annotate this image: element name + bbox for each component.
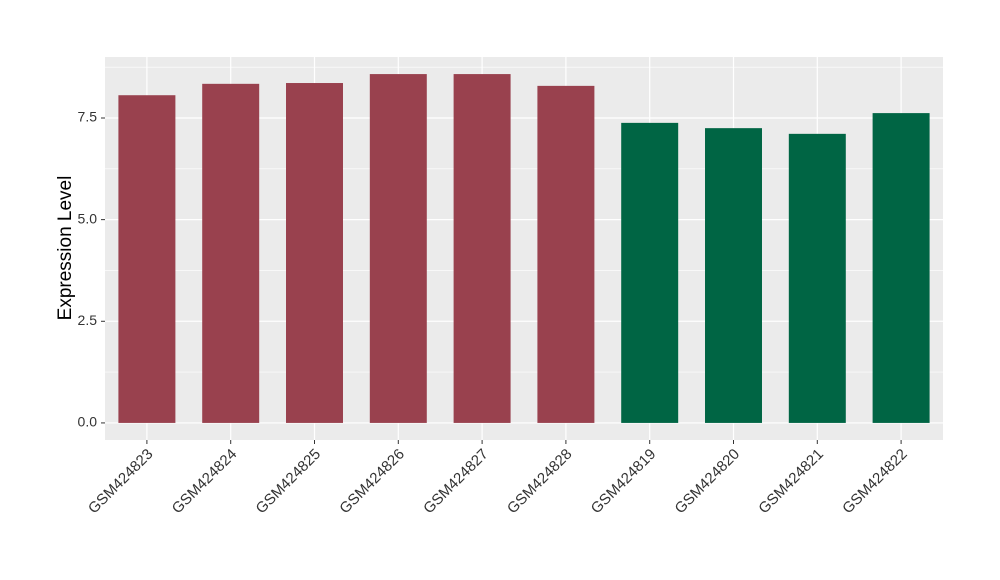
- x-tick-label: GSM424824: [169, 446, 241, 518]
- bar: [118, 95, 176, 423]
- bar: [202, 83, 260, 423]
- y-tick-label: 7.5: [78, 109, 98, 125]
- x-tick-label: GSM424822: [839, 446, 911, 518]
- x-tick-label: GSM424827: [420, 446, 492, 518]
- y-tick-label: 5.0: [78, 210, 98, 226]
- y-axis-label: Expression Level: [55, 176, 76, 321]
- bar: [453, 74, 511, 423]
- bar: [369, 74, 427, 423]
- bar: [872, 113, 930, 423]
- x-tick-label: GSM424825: [253, 446, 325, 518]
- x-tick-label: GSM424823: [85, 446, 157, 518]
- x-tick-label: GSM424820: [672, 446, 744, 518]
- y-tick-label: 2.5: [78, 312, 98, 328]
- x-tick-label: GSM424826: [336, 446, 408, 518]
- x-tick-label: GSM424819: [588, 446, 660, 518]
- y-tick-label: 0.0: [78, 414, 98, 430]
- bar: [286, 83, 343, 423]
- bar: [537, 85, 595, 423]
- bar: [705, 128, 762, 423]
- x-tick-label: GSM424828: [504, 446, 576, 518]
- bar: [788, 133, 846, 423]
- bar: [621, 122, 679, 423]
- x-tick-label: GSM424821: [755, 446, 827, 518]
